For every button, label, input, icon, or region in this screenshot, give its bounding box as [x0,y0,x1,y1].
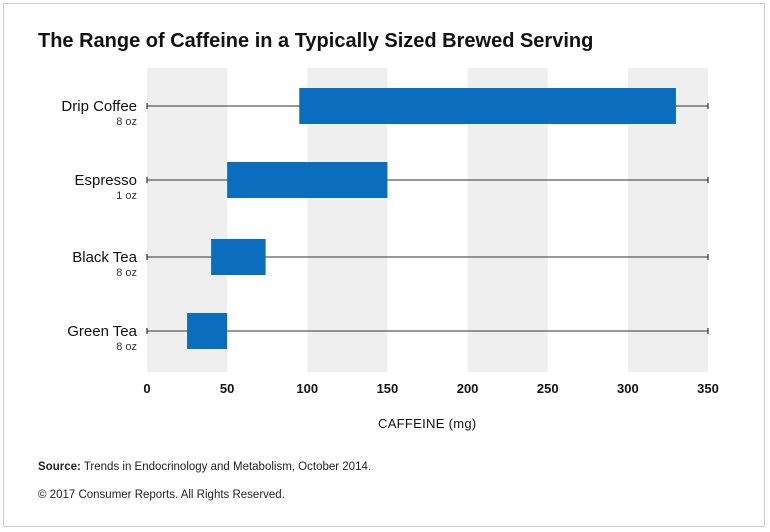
category-label: Drip Coffee [61,98,137,115]
x-tick-label: 300 [617,381,639,396]
copyright-note: © 2017 Consumer Reports. All Rights Rese… [38,489,285,501]
x-tick-label: 200 [457,381,479,396]
x-tick-label: 100 [296,381,318,396]
source-label: Source: [38,461,81,473]
x-tick-label: 150 [377,381,399,396]
x-tick-label: 350 [697,381,719,396]
x-tick-label: 50 [220,381,234,396]
chart-frame [3,3,765,527]
chart-title: The Range of Caffeine in a Typically Siz… [38,30,594,52]
x-tick-label: 250 [537,381,559,396]
range-bar [187,313,228,349]
serving-size-label: 8 oz [116,116,137,128]
range-bar [211,239,266,275]
range-bar [227,162,388,198]
range-bar [299,88,676,124]
category-label: Espresso [74,172,137,189]
x-axis-label: CAFFEINE (mg) [378,416,477,431]
source-note: Source: Trends in Endocrinology and Meta… [38,461,371,473]
x-tick-label: 0 [143,381,150,396]
serving-size-label: 1 oz [116,190,137,202]
category-label: Green Tea [67,323,137,340]
serving-size-label: 8 oz [116,267,137,279]
serving-size-label: 8 oz [116,341,137,353]
source-text: Trends in Endocrinology and Metabolism, … [83,461,372,473]
category-label: Black Tea [72,249,137,266]
